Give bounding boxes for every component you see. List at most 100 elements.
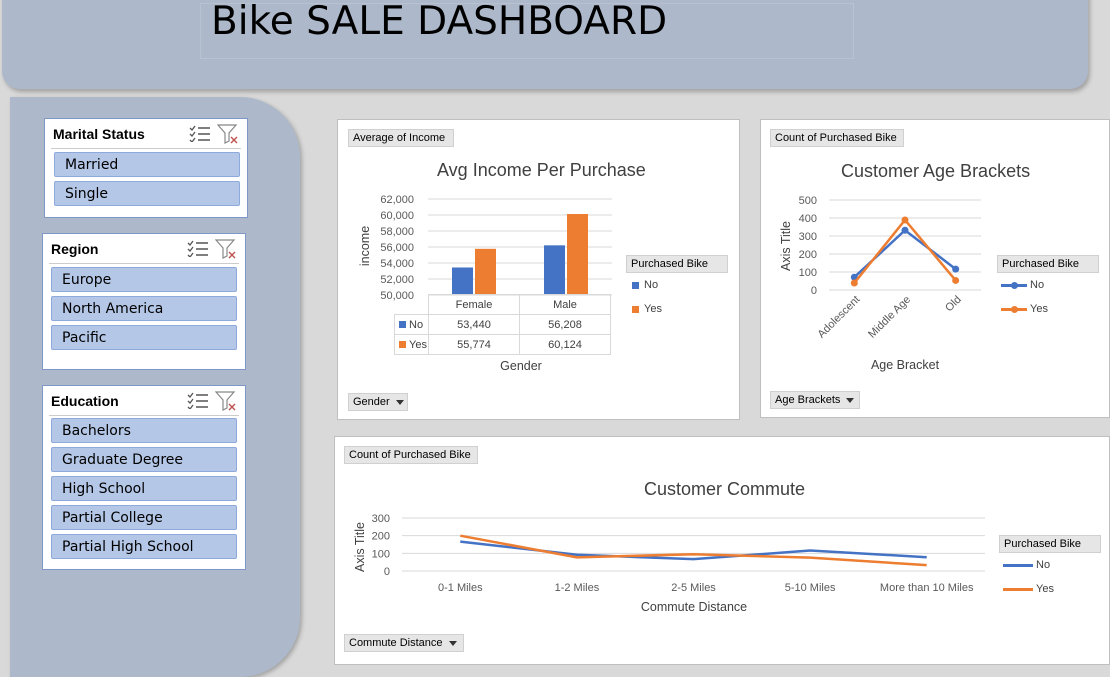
slicer-education[interactable]: Education Bachelors Graduate Degree High… xyxy=(42,385,246,570)
legend-item-yes: Yes xyxy=(1003,583,1054,595)
y-axis-title: Axis Title xyxy=(779,221,793,271)
value-field-label: Count of Purchased Bike xyxy=(775,132,897,144)
y-tick-label: 200 xyxy=(372,531,390,543)
slicer-region[interactable]: Region Europe North America Pacific xyxy=(42,233,246,370)
legend-field-label: Purchased Bike xyxy=(631,258,709,270)
value-field-label: Count of Purchased Bike xyxy=(349,449,471,461)
y-tick-label: 54,000 xyxy=(380,258,414,270)
slicer-item-partial-college[interactable]: Partial College xyxy=(51,505,237,530)
legend-item-yes: Yes xyxy=(632,303,662,315)
value-field-label: Average of Income xyxy=(353,132,446,144)
legend-swatch-yes xyxy=(632,305,639,313)
axis-field-label: Gender xyxy=(353,396,390,408)
axis-field-button[interactable]: Commute Distance xyxy=(344,634,464,652)
axis-field-label: Commute Distance xyxy=(349,637,443,649)
x-tick-label: 2-5 Miles xyxy=(671,582,716,594)
bar-yes-male xyxy=(567,214,588,295)
value-field-button[interactable]: Average of Income xyxy=(348,129,454,147)
slicer-header: Region xyxy=(49,234,239,264)
legend-label: Yes xyxy=(644,303,662,315)
legend-field-button[interactable]: Purchased Bike xyxy=(999,535,1101,553)
table-cell: Female xyxy=(428,294,520,315)
slicer-item-bachelors[interactable]: Bachelors xyxy=(51,418,237,443)
y-tick-label: 0 xyxy=(811,285,817,297)
slicer-marital-status[interactable]: Marital Status Married Single xyxy=(44,118,248,218)
y-tick-label: 200 xyxy=(799,249,817,261)
legend-swatch-no xyxy=(632,281,639,289)
y-tick-label: 62,000 xyxy=(380,194,414,206)
slicer-title: Marital Status xyxy=(53,126,145,142)
legend-field-label: Purchased Bike xyxy=(1004,538,1082,550)
slicer-title: Region xyxy=(51,241,99,257)
x-tick-label: 5-10 Miles xyxy=(785,582,836,594)
data-table: Female Male No 53,440 56,208 Yes 55,774 … xyxy=(394,294,611,355)
value-field-button[interactable]: Count of Purchased Bike xyxy=(344,446,478,464)
y-tick-label: 52,000 xyxy=(380,274,414,286)
slicer-item-pacific[interactable]: Pacific xyxy=(51,325,237,350)
dropdown-arrow-icon[interactable] xyxy=(448,640,457,646)
multi-select-icon[interactable] xyxy=(187,239,209,257)
slicer-item-single[interactable]: Single xyxy=(54,181,240,206)
value-field-button[interactable]: Count of Purchased Bike xyxy=(770,129,904,147)
y-tick-label: 300 xyxy=(799,231,817,243)
legend-field-button[interactable]: Purchased Bike xyxy=(626,255,728,273)
legend-line-no xyxy=(1001,281,1027,289)
legend-label: Yes xyxy=(1030,303,1048,315)
x-axis-title: Commute Distance xyxy=(641,600,747,614)
table-cell: 53,440 xyxy=(428,314,520,335)
legend-field-button[interactable]: Purchased Bike xyxy=(997,255,1099,273)
slicer-item-north-america[interactable]: North America xyxy=(51,296,237,321)
series-line-yes xyxy=(460,534,927,567)
clear-filter-icon[interactable] xyxy=(215,391,237,411)
data-point-no xyxy=(901,226,909,234)
slicer-header: Education xyxy=(49,386,239,416)
slicer-item-graduate-degree[interactable]: Graduate Degree xyxy=(51,447,237,472)
table-row-label: Yes xyxy=(409,338,427,351)
multi-select-icon[interactable] xyxy=(189,124,211,142)
multi-select-icon[interactable] xyxy=(187,391,209,409)
chart-card-age[interactable]: Count of Purchased Bike Customer Age Bra… xyxy=(760,119,1110,418)
dropdown-arrow-icon[interactable] xyxy=(395,399,404,405)
slicer-item-married[interactable]: Married xyxy=(54,152,240,177)
income-plot-area: 50,00052,00054,00056,00058,00060,00062,0… xyxy=(380,194,612,302)
y-tick-label: 400 xyxy=(799,213,817,225)
clear-filter-icon[interactable] xyxy=(217,124,239,144)
y-tick-label: 500 xyxy=(799,195,817,207)
age-plot-area: 0 100 200 300 400 500 Adolescent Middle Age Old xyxy=(799,195,981,341)
chart-title: Customer Age Brackets xyxy=(841,161,1031,181)
y-axis-title: Axis Title xyxy=(353,522,367,572)
y-tick-label: 300 xyxy=(372,513,390,525)
yes-series-swatch xyxy=(399,341,406,349)
clear-filter-icon[interactable] xyxy=(215,239,237,259)
slicer-title: Education xyxy=(51,393,119,409)
slicer-item-europe[interactable]: Europe xyxy=(51,267,237,292)
title-box[interactable]: Bike SALE DASHBOARD xyxy=(200,0,854,59)
chart-card-commute[interactable]: Count of Purchased Bike Customer Commute… xyxy=(334,436,1110,665)
data-point-yes xyxy=(901,216,909,224)
table-row-label: No xyxy=(409,318,424,331)
y-tick-label: 100 xyxy=(799,267,817,279)
legend-label: No xyxy=(1030,279,1045,291)
chart-card-income[interactable]: Average of Income Avg Income Per Purchas… xyxy=(337,119,740,420)
table-header-row: Female Male xyxy=(394,294,611,315)
slicer-item-partial-high-school[interactable]: Partial High School xyxy=(51,534,237,559)
x-tick-label: 1-2 Miles xyxy=(555,582,600,594)
legend-item-no: No xyxy=(1003,559,1050,571)
commute-plot-area: 0 100 200 300 0-1 Miles 1-2 Miles 2-5 Miles 5-1… xyxy=(372,513,985,594)
axis-field-button[interactable]: Age Brackets xyxy=(770,391,860,409)
dropdown-arrow-icon[interactable] xyxy=(846,397,855,403)
slicer-item-high-school[interactable]: High School xyxy=(51,476,237,501)
data-point-yes xyxy=(952,276,960,284)
dashboard-title: Bike SALE DASHBOARD xyxy=(211,0,668,44)
legend-item-yes: Yes xyxy=(1001,303,1048,315)
x-axis-title: Gender xyxy=(500,359,542,373)
legend-item-no: No xyxy=(1001,279,1044,291)
legend-line-yes xyxy=(1001,305,1027,313)
x-tick-label: 0-1 Miles xyxy=(438,582,483,594)
axis-field-button[interactable]: Gender xyxy=(348,393,408,411)
y-tick-label: 60,000 xyxy=(380,210,414,222)
x-tick-label: Adolescent xyxy=(815,294,862,341)
y-tick-label: 100 xyxy=(372,548,390,560)
table-cell: 56,208 xyxy=(519,314,611,335)
